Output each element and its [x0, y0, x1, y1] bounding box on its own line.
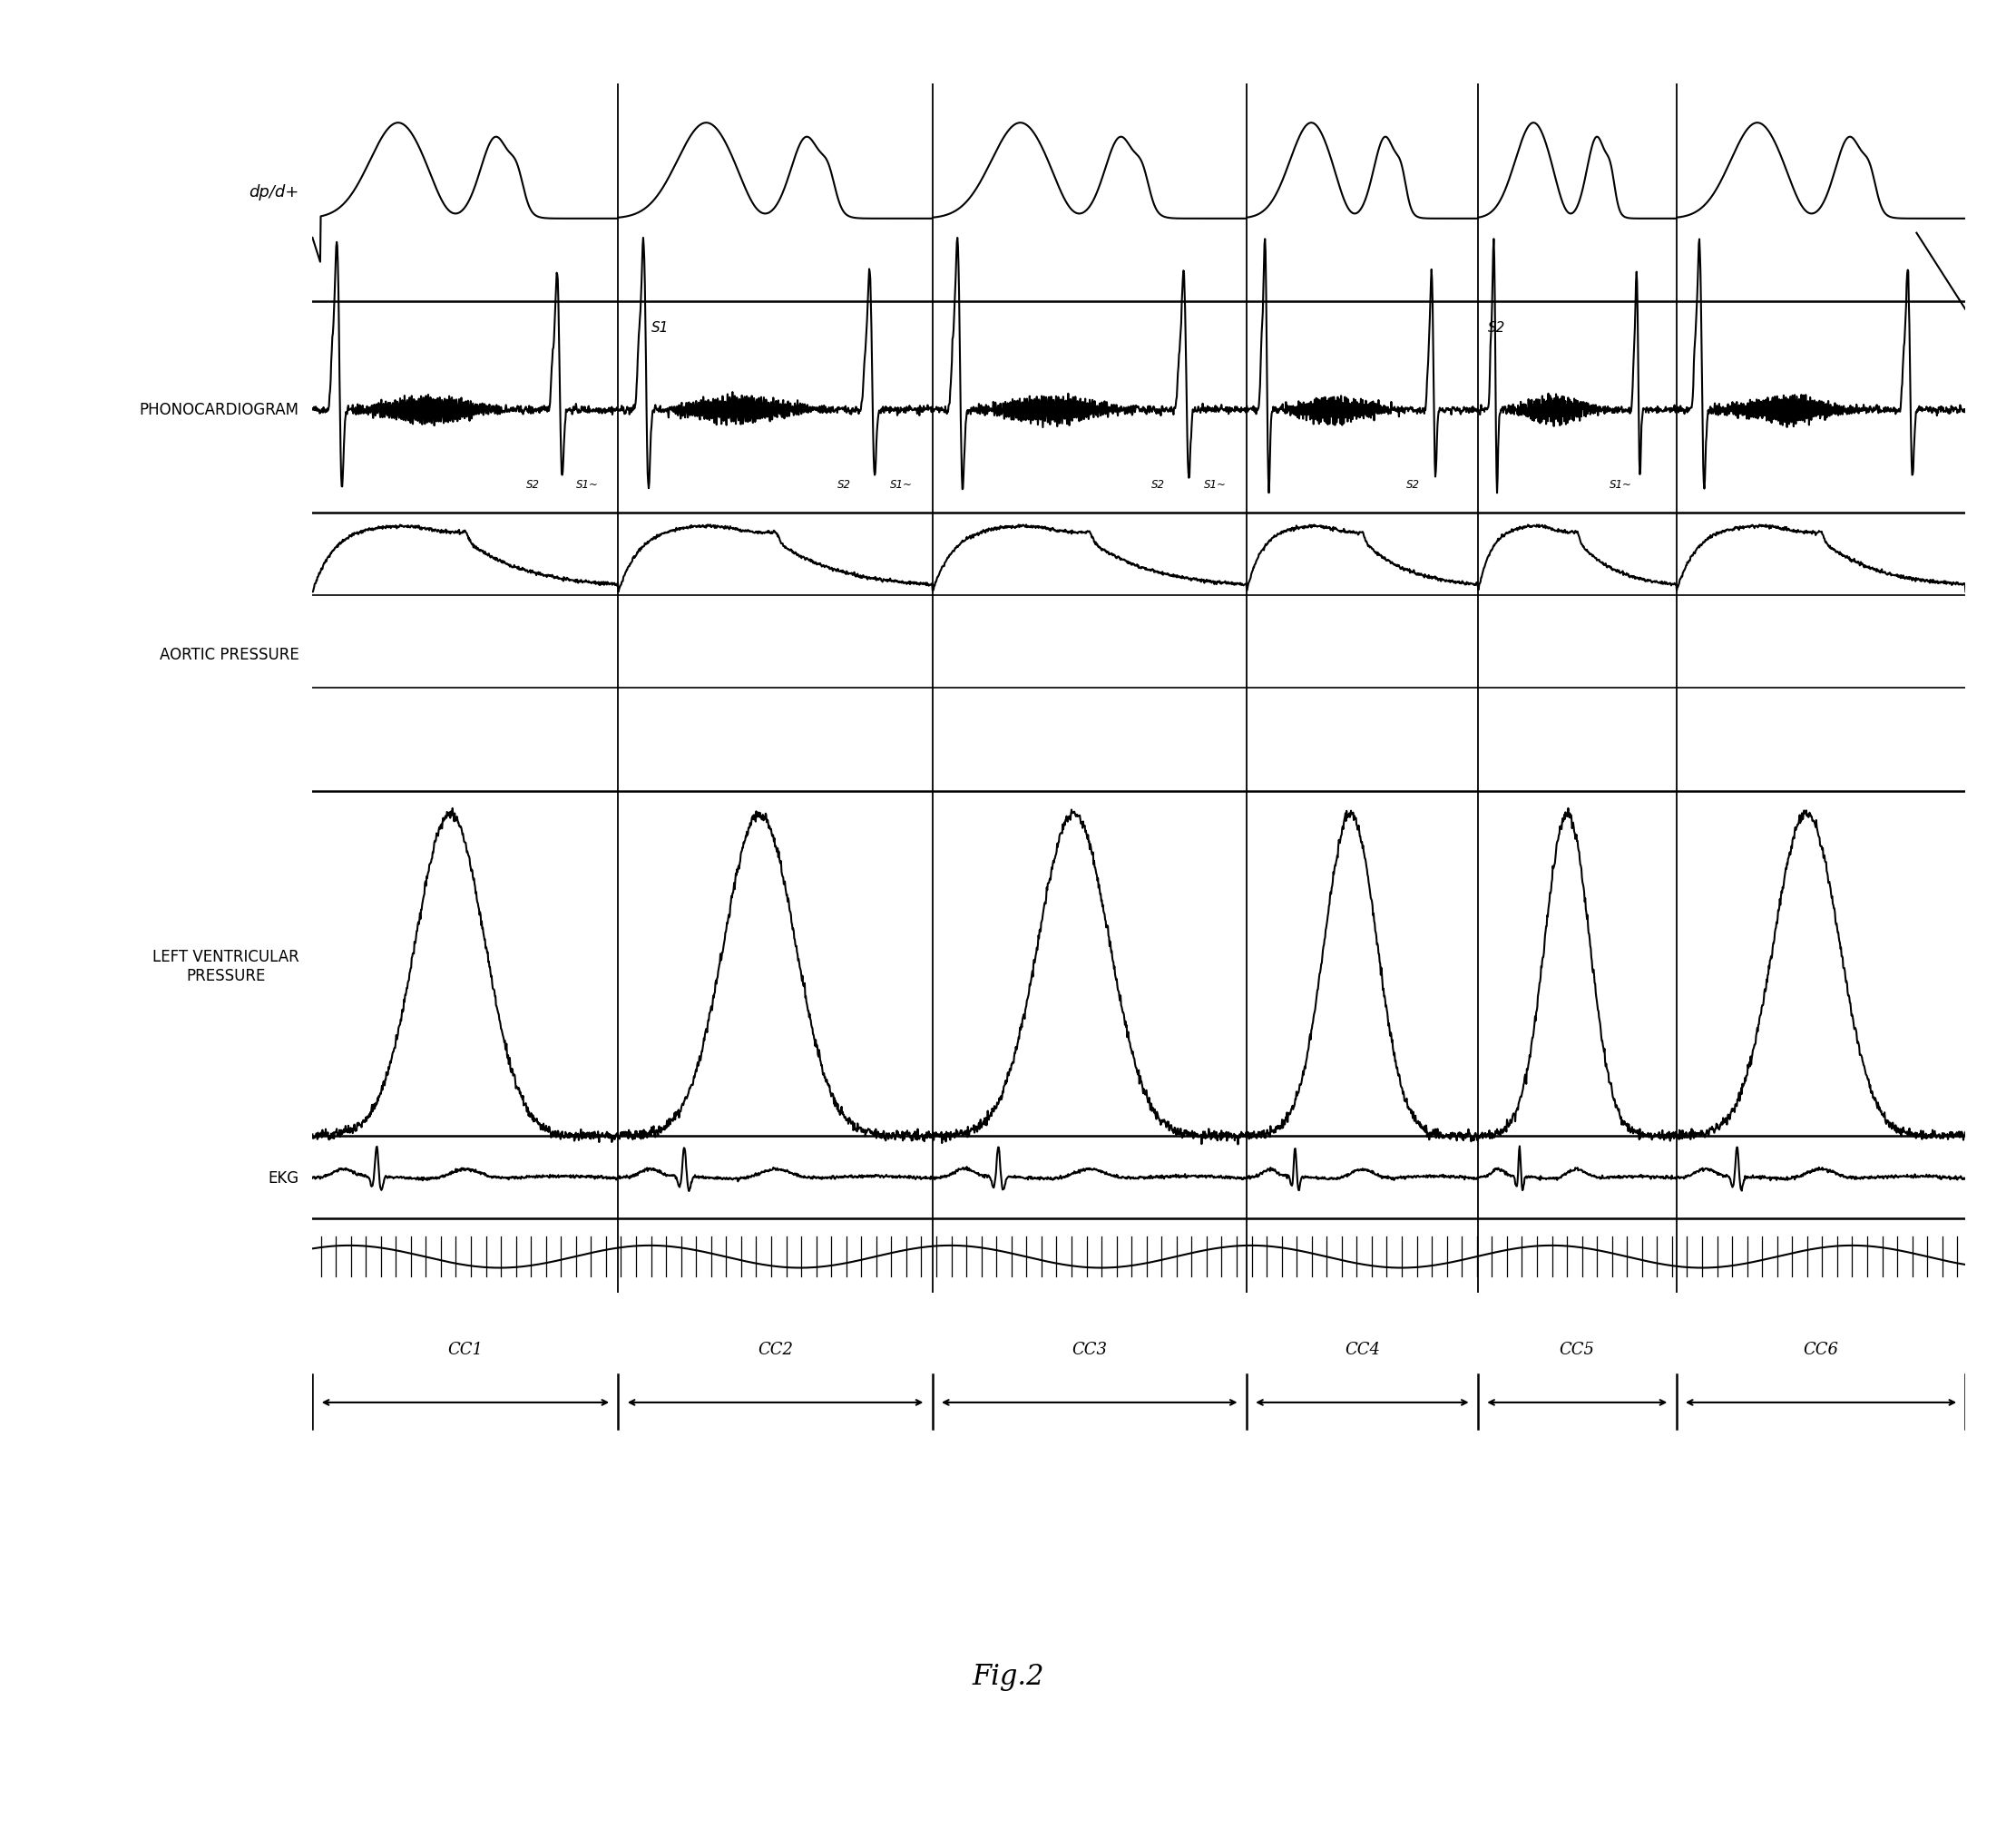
Text: CC6: CC6	[1802, 1343, 1839, 1359]
Text: dp/d+: dp/d+	[250, 185, 298, 199]
Text: PHONOCARDIOGRAM: PHONOCARDIOGRAM	[139, 401, 298, 417]
Text: S1~: S1~	[577, 478, 599, 491]
Text: CC2: CC2	[758, 1343, 792, 1359]
Text: CC1: CC1	[448, 1343, 484, 1359]
Text: LEFT VENTRICULAR
PRESSURE: LEFT VENTRICULAR PRESSURE	[153, 949, 298, 984]
Text: S1~: S1~	[1204, 478, 1226, 491]
Text: S2: S2	[1488, 321, 1506, 334]
Text: EKG: EKG	[268, 1169, 298, 1186]
Text: CC5: CC5	[1560, 1343, 1595, 1359]
Text: CC4: CC4	[1345, 1343, 1379, 1359]
Text: S2: S2	[526, 478, 540, 491]
Text: S2: S2	[1151, 478, 1165, 491]
Text: S1~: S1~	[889, 478, 913, 491]
Text: S2: S2	[839, 478, 851, 491]
Text: S1~: S1~	[1609, 478, 1633, 491]
Text: S2: S2	[1407, 478, 1419, 491]
Text: Fig.2: Fig.2	[972, 1662, 1044, 1690]
Text: CC3: CC3	[1073, 1343, 1107, 1359]
Text: AORTIC PRESSURE: AORTIC PRESSURE	[159, 646, 298, 663]
Text: S1: S1	[651, 321, 669, 334]
